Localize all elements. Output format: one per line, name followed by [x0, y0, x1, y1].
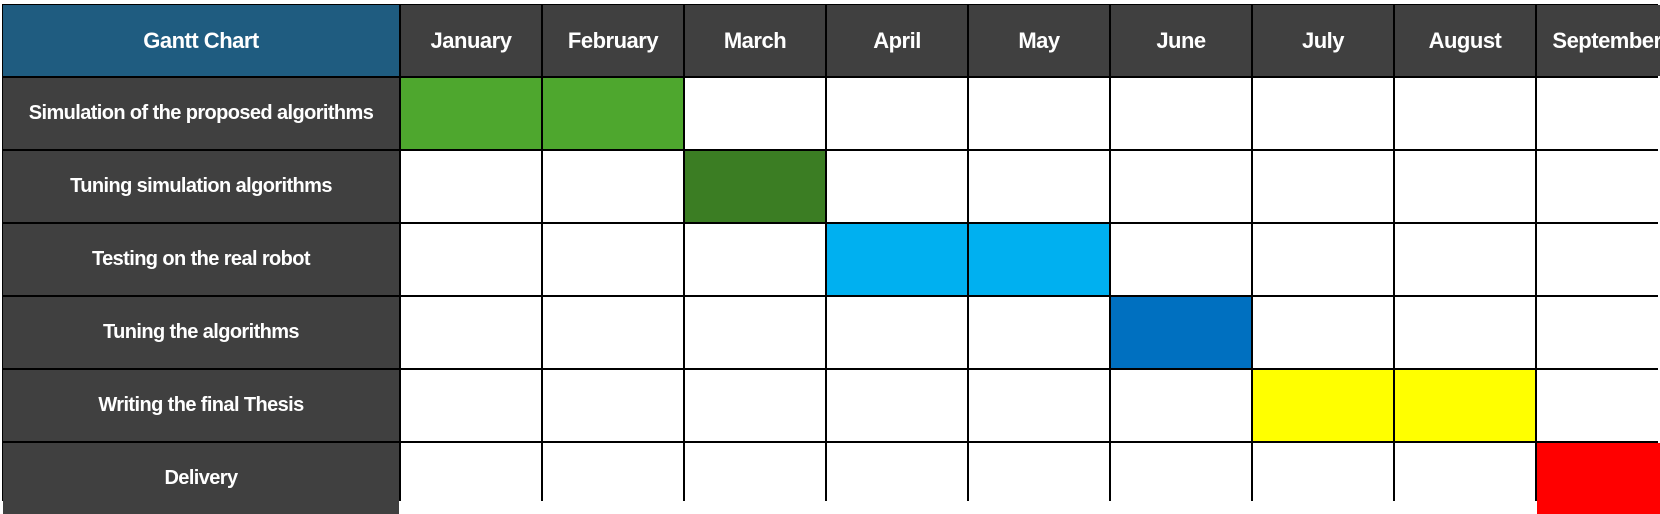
gantt-empty-cell: [969, 297, 1109, 368]
gantt-empty-cell: [1111, 151, 1251, 222]
month-header: July: [1253, 5, 1393, 76]
gantt-empty-cell: [969, 443, 1109, 514]
gantt-empty-cell: [685, 224, 825, 295]
gantt-empty-cell: [1111, 443, 1251, 514]
gantt-empty-cell: [1395, 443, 1535, 514]
gantt-empty-cell: [1253, 151, 1393, 222]
gantt-empty-cell: [827, 78, 967, 149]
gantt-empty-cell: [1537, 151, 1660, 222]
gantt-empty-cell: [401, 443, 541, 514]
gantt-bar-cell: [1537, 443, 1660, 514]
task-label: Tuning simulation algorithms: [3, 151, 399, 222]
gantt-empty-cell: [1253, 443, 1393, 514]
chart-title: Gantt Chart: [3, 5, 399, 76]
gantt-empty-cell: [969, 78, 1109, 149]
gantt-empty-cell: [1111, 78, 1251, 149]
month-header: September: [1537, 5, 1660, 76]
gantt-bar-cell: [1395, 370, 1535, 441]
gantt-empty-cell: [1395, 224, 1535, 295]
task-label: Delivery: [3, 443, 399, 514]
gantt-bar-cell: [1111, 297, 1251, 368]
month-header: May: [969, 5, 1109, 76]
gantt-empty-cell: [827, 370, 967, 441]
gantt-empty-cell: [401, 297, 541, 368]
gantt-empty-cell: [1395, 78, 1535, 149]
gantt-empty-cell: [401, 151, 541, 222]
task-label: Writing the final Thesis: [3, 370, 399, 441]
gantt-empty-cell: [969, 370, 1109, 441]
gantt-empty-cell: [685, 443, 825, 514]
gantt-empty-cell: [1111, 370, 1251, 441]
gantt-empty-cell: [1253, 224, 1393, 295]
gantt-empty-cell: [401, 370, 541, 441]
gantt-empty-cell: [401, 224, 541, 295]
gantt-empty-cell: [1111, 224, 1251, 295]
gantt-bar-cell: [969, 224, 1109, 295]
month-header: January: [401, 5, 541, 76]
gantt-empty-cell: [685, 297, 825, 368]
gantt-empty-cell: [1253, 297, 1393, 368]
gantt-bar-cell: [543, 78, 683, 149]
gantt-empty-cell: [543, 151, 683, 222]
task-label: Simulation of the proposed algorithms: [3, 78, 399, 149]
month-header: February: [543, 5, 683, 76]
month-header: June: [1111, 5, 1251, 76]
gantt-empty-cell: [1253, 78, 1393, 149]
task-label: Testing on the real robot: [3, 224, 399, 295]
gantt-empty-cell: [543, 297, 683, 368]
gantt-empty-cell: [543, 224, 683, 295]
month-header: August: [1395, 5, 1535, 76]
gantt-bar-cell: [685, 151, 825, 222]
gantt-empty-cell: [969, 151, 1109, 222]
gantt-empty-cell: [1537, 297, 1660, 368]
task-label: Tuning the algorithms: [3, 297, 399, 368]
gantt-empty-cell: [1537, 224, 1660, 295]
gantt-chart: Gantt Chart January February March April…: [2, 4, 1660, 514]
gantt-bar-cell: [1253, 370, 1393, 441]
gantt-empty-cell: [543, 370, 683, 441]
month-header: March: [685, 5, 825, 76]
gantt-empty-cell: [827, 443, 967, 514]
gantt-empty-cell: [1537, 78, 1660, 149]
gantt-empty-cell: [827, 297, 967, 368]
gantt-bar-cell: [401, 78, 541, 149]
gantt-empty-cell: [1395, 297, 1535, 368]
gantt-empty-cell: [1537, 370, 1660, 441]
gantt-empty-cell: [543, 443, 683, 514]
month-header: April: [827, 5, 967, 76]
gantt-empty-cell: [1395, 151, 1535, 222]
gantt-bar-cell: [827, 224, 967, 295]
gantt-empty-cell: [827, 151, 967, 222]
gantt-empty-cell: [685, 78, 825, 149]
gantt-empty-cell: [685, 370, 825, 441]
